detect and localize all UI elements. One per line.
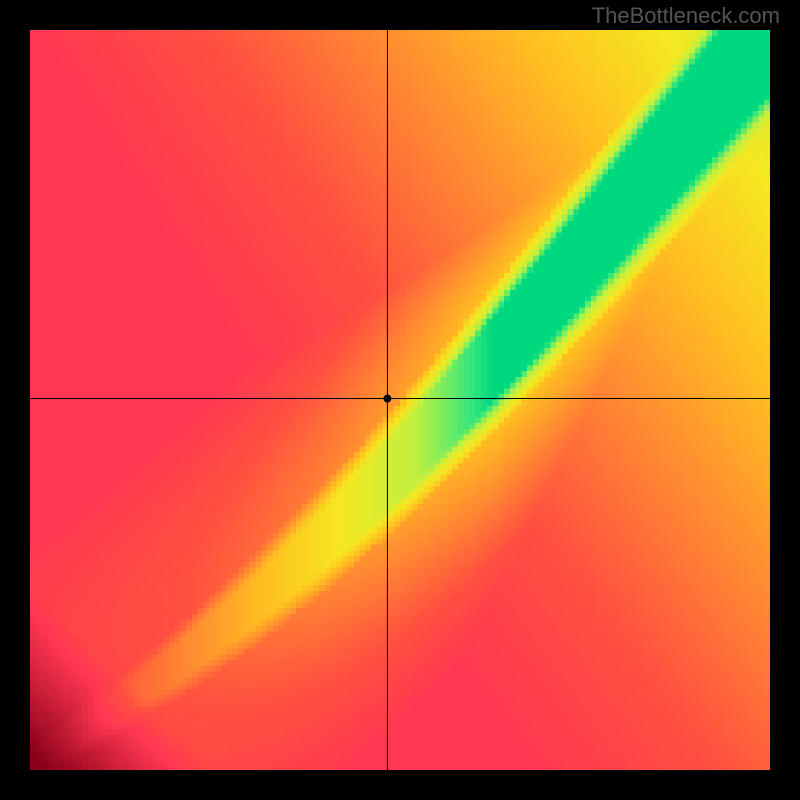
watermark-text: TheBottleneck.com [592,3,780,29]
heatmap-plot [30,30,770,770]
heatmap-canvas [30,30,770,770]
